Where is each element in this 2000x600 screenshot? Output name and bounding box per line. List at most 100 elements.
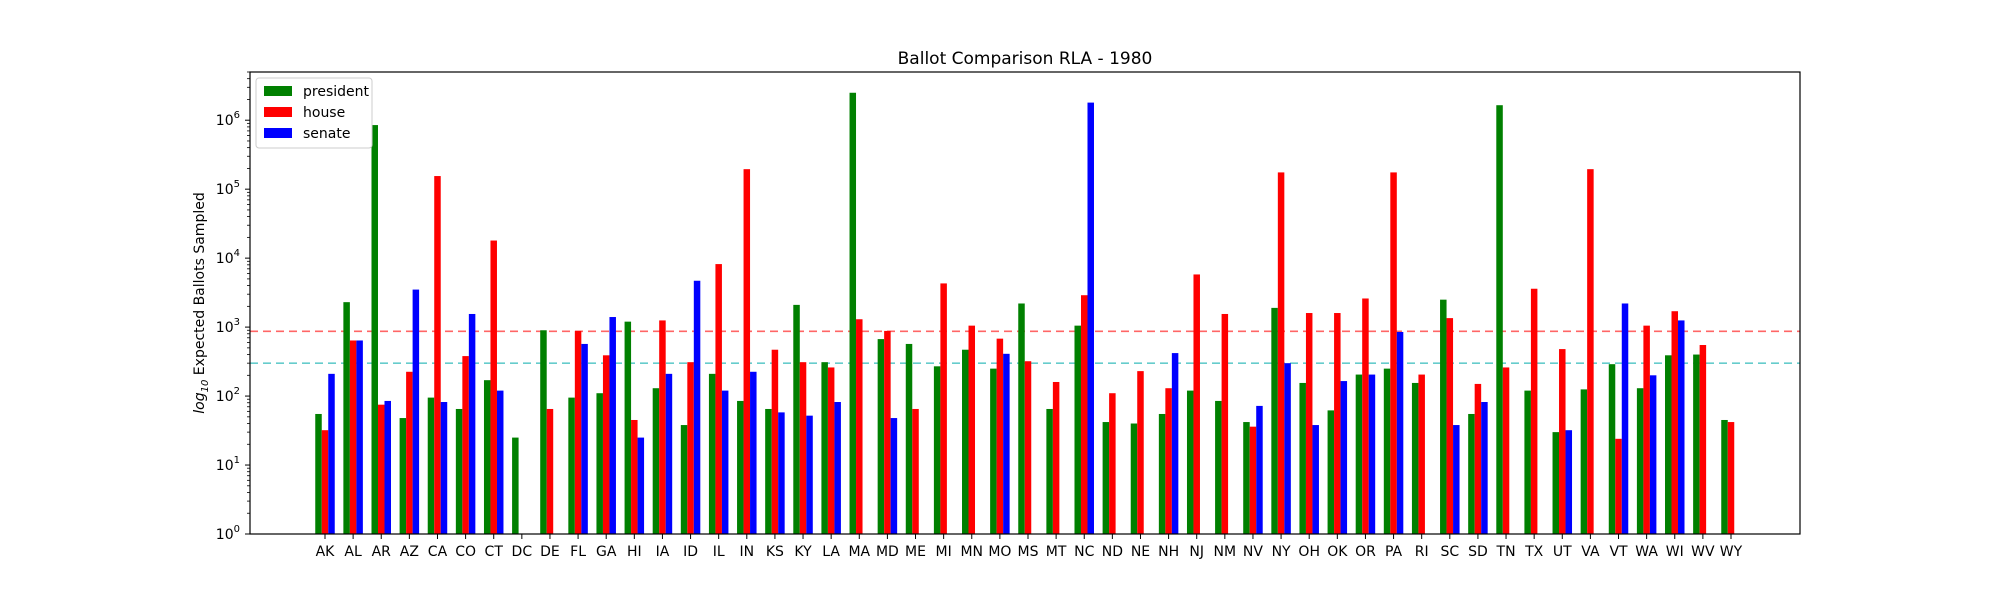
bar-house-oh xyxy=(1305,313,1313,534)
bar-house-ar xyxy=(377,404,385,534)
bar-house-nd xyxy=(1109,393,1116,534)
bar-senate-fl xyxy=(581,343,588,534)
plot-area-frame xyxy=(249,71,1801,535)
x-tick-label-ma: MA xyxy=(848,544,870,560)
bar-senate-ar xyxy=(384,400,391,534)
bar-president-vt xyxy=(1608,364,1616,534)
x-tick-label-nd: ND xyxy=(1102,544,1123,560)
bar-senate-la xyxy=(834,402,841,534)
bar-president-dc xyxy=(512,437,519,534)
bar-senate-ok xyxy=(1340,381,1348,534)
bar-president-ak xyxy=(315,413,322,534)
x-tick-label-tx: TX xyxy=(1524,544,1544,560)
bar-house-wy xyxy=(1727,422,1735,534)
bar-president-co xyxy=(455,408,463,534)
reference-lines xyxy=(250,330,1800,364)
x-tick-label-fl: FL xyxy=(570,544,586,560)
x-tick-label-ne: NE xyxy=(1131,544,1150,560)
bar-president-ky xyxy=(793,304,800,534)
x-tick-label-va: VA xyxy=(1581,544,1600,560)
bar-president-wv xyxy=(1693,354,1700,534)
bar-house-ms xyxy=(1024,361,1032,534)
x-tick-label-ks: KS xyxy=(766,544,784,560)
bar-president-al xyxy=(343,302,350,534)
bar-house-nj xyxy=(1193,274,1200,534)
bar-president-mn xyxy=(962,349,969,534)
bar-house-wv xyxy=(1699,345,1707,534)
bar-house-co xyxy=(462,356,469,534)
bar-president-oh xyxy=(1299,382,1306,534)
bar-president-ne xyxy=(1130,423,1138,534)
bar-president-mi xyxy=(933,366,941,534)
bar-senate-ut xyxy=(1565,430,1573,534)
bar-president-pa xyxy=(1383,368,1391,534)
bar-senate-ga xyxy=(609,317,616,534)
legend-swatch-house xyxy=(264,107,292,117)
bar-president-wi xyxy=(1665,355,1672,534)
bar-president-va xyxy=(1580,389,1588,534)
x-tick-label-az: AZ xyxy=(400,544,419,560)
x-tick-label-al: AL xyxy=(344,544,362,560)
bar-president-mt xyxy=(1046,408,1053,534)
bar-senate-ct xyxy=(496,390,504,534)
bar-senate-ky xyxy=(806,415,813,534)
bar-house-nm xyxy=(1221,313,1229,534)
x-tick-label-sc: SC xyxy=(1440,544,1459,560)
bar-president-de xyxy=(540,330,547,534)
x-tick-label-ms: MS xyxy=(1018,544,1039,560)
x-tick-label-hi: HI xyxy=(627,544,642,560)
bar-house-md xyxy=(884,330,891,534)
bar-president-ri xyxy=(1411,382,1419,534)
bar-president-ut xyxy=(1552,432,1560,534)
x-tick-label-mo: MO xyxy=(988,544,1011,560)
bar-house-mt xyxy=(1052,381,1060,534)
x-tick-label-wi: WI xyxy=(1666,544,1684,560)
y-tick-label: 106 xyxy=(216,110,240,129)
bar-house-ri xyxy=(1418,374,1425,534)
bar-house-wa xyxy=(1643,325,1650,534)
bar-house-nc xyxy=(1080,295,1088,534)
bar-president-la xyxy=(821,362,828,534)
bar-senate-ia xyxy=(665,373,673,534)
bar-house-va xyxy=(1587,169,1594,534)
bar-house-ca xyxy=(434,176,441,534)
bars xyxy=(315,92,1735,535)
bar-senate-vt xyxy=(1621,303,1629,534)
x-tick-label-mn: MN xyxy=(960,544,983,560)
x-axis: AK AL AR AZ CA CO CT DC DE FL GA HI IA ID IL IN KS KY LA MA… xyxy=(316,534,1743,560)
x-tick-label-vt: VT xyxy=(1609,544,1628,560)
legend-label-president: president xyxy=(303,84,370,100)
bar-house-ma xyxy=(856,319,863,534)
bar-house-pa xyxy=(1390,172,1397,534)
bar-house-mi xyxy=(940,283,947,534)
y-axis: 100 101 102 103 104 105 106 xyxy=(216,71,250,543)
bar-senate-wi xyxy=(1678,320,1685,534)
bar-senate-wa xyxy=(1649,375,1657,534)
bar-senate-nv xyxy=(1256,405,1263,534)
bar-president-tx xyxy=(1524,390,1531,534)
x-tick-label-ny: NY xyxy=(1272,544,1291,560)
bar-president-in xyxy=(737,400,744,534)
bar-senate-ca xyxy=(440,402,448,534)
x-tick-label-co: CO xyxy=(455,544,476,560)
bar-president-ca xyxy=(427,397,435,534)
bar-president-ia xyxy=(652,388,660,534)
bar-president-ga xyxy=(596,393,603,534)
bar-president-id xyxy=(680,425,688,534)
bar-president-tn xyxy=(1496,105,1503,534)
x-tick-label-dc: DC xyxy=(512,544,533,560)
bar-president-ny xyxy=(1271,307,1278,534)
x-tick-label-ok: OK xyxy=(1327,544,1348,560)
bar-house-id xyxy=(687,362,694,534)
bar-president-ma xyxy=(849,92,857,535)
bar-house-ga xyxy=(602,355,610,534)
bar-senate-mo xyxy=(1003,353,1010,534)
bar-house-fl xyxy=(574,330,582,534)
bar-senate-az xyxy=(412,289,420,534)
bar-senate-nc xyxy=(1087,102,1094,534)
x-tick-label-oh: OH xyxy=(1298,544,1320,560)
bar-house-ny xyxy=(1277,172,1285,534)
x-tick-label-ky: KY xyxy=(794,544,812,560)
bar-president-nd xyxy=(1102,422,1110,534)
